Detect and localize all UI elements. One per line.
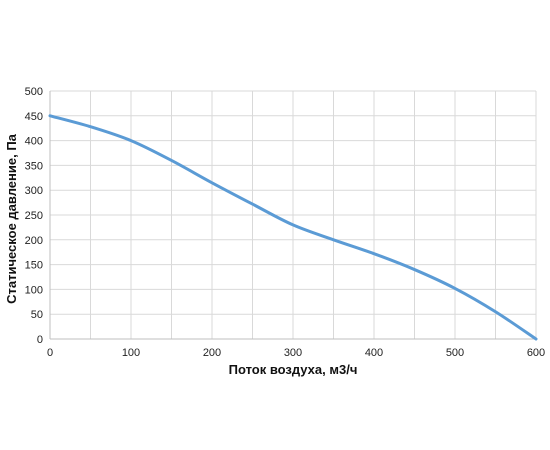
x-tick-label: 400 bbox=[365, 347, 383, 359]
x-axis-title: Поток воздуха, м3/ч bbox=[229, 362, 358, 377]
x-tick-label: 100 bbox=[122, 347, 140, 359]
x-tick-label: 0 bbox=[47, 347, 53, 359]
y-tick-label: 500 bbox=[25, 86, 43, 98]
x-tick-label: 500 bbox=[446, 347, 464, 359]
series-layer bbox=[48, 114, 538, 341]
axes bbox=[49, 91, 536, 340]
y-tick-label: 350 bbox=[25, 160, 43, 172]
y-tick-label: 0 bbox=[37, 334, 43, 346]
series-line bbox=[48, 114, 538, 341]
x-tick-label: 200 bbox=[203, 347, 221, 359]
y-tick-label: 400 bbox=[25, 136, 43, 148]
y-tick-label: 150 bbox=[25, 260, 43, 272]
y-tick-label: 200 bbox=[25, 235, 43, 247]
y-tick-label: 50 bbox=[31, 309, 43, 321]
y-tick-label: 300 bbox=[25, 185, 43, 197]
x-tick-label: 300 bbox=[284, 347, 302, 359]
grid-lines bbox=[50, 90, 537, 339]
y-tick-label: 250 bbox=[25, 210, 43, 222]
tick-labels: 0 50 100 150 200 250 300 350 400 450 500 0 100 200 300… bbox=[25, 86, 546, 359]
y-axis-title: Статическое давление, Па bbox=[4, 133, 19, 304]
y-tick-label: 450 bbox=[25, 111, 43, 123]
y-tick-label: 100 bbox=[25, 284, 43, 296]
x-tick-label: 600 bbox=[527, 347, 545, 359]
